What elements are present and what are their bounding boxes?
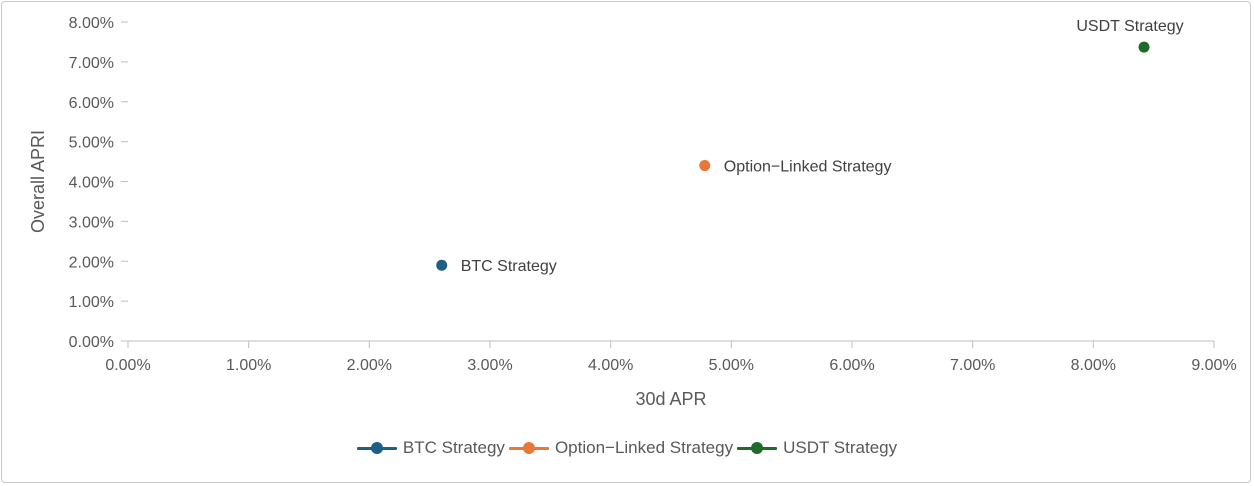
- y-tick-label: 3.00%: [69, 214, 114, 231]
- y-axis-title: Overall APRI: [28, 130, 48, 233]
- x-tick-label: 0.00%: [105, 357, 150, 374]
- legend-marker: [751, 442, 764, 454]
- legend-item[interactable]: BTC Strategy: [356, 438, 505, 458]
- y-tick-label: 2.00%: [69, 254, 114, 271]
- legend-item[interactable]: Option−Linked Strategy: [508, 438, 734, 458]
- legend-swatch: [737, 440, 778, 456]
- data-point: [1138, 41, 1150, 53]
- legend-swatch: [508, 440, 549, 456]
- x-tick-label: 6.00%: [829, 357, 874, 374]
- x-tick-label: 2.00%: [347, 357, 392, 374]
- x-tick-label: 7.00%: [950, 357, 995, 374]
- legend-swatch: [356, 440, 397, 456]
- y-tick-label: 6.00%: [69, 95, 114, 112]
- legend-label: USDT Strategy: [783, 438, 898, 457]
- y-tick-label: 5.00%: [69, 135, 114, 152]
- data-label: Option−Linked Strategy: [724, 159, 892, 176]
- x-tick-label: 5.00%: [709, 357, 754, 374]
- y-tick-label: 7.00%: [69, 55, 114, 72]
- data-points: BTC Strategy Option−Linked Strategy USDT S…: [436, 18, 1184, 275]
- legend-marker: [370, 442, 383, 454]
- x-tick-label: 9.00%: [1191, 357, 1236, 374]
- y-tick-label: 8.00%: [69, 15, 114, 32]
- data-point: [436, 259, 448, 271]
- y-tick-label: 0.00%: [69, 334, 114, 351]
- x-tick-label: 8.00%: [1071, 357, 1116, 374]
- data-label: BTC Strategy: [461, 258, 557, 275]
- y-tick-label: 1.00%: [69, 294, 114, 311]
- data-label: USDT Strategy: [1076, 18, 1183, 35]
- legend: BTC Strategy Option−Linked Strategy USDT S…: [0, 438, 1254, 458]
- legend-label: Option−Linked Strategy: [554, 438, 734, 457]
- x-axis: 0.00% 1.00% 2.00% 3.00% 4.00% 5.00% 6.00% 7.00%…: [105, 341, 1237, 374]
- x-tick-label: 4.00%: [588, 357, 633, 374]
- x-tick-label: 3.00%: [467, 357, 512, 374]
- x-tick-label: 1.00%: [226, 357, 271, 374]
- y-axis: 0.00% 1.00% 2.00% 3.00% 4.00% 5.00% 6.00% 7.00%…: [69, 15, 128, 351]
- legend-marker: [522, 442, 535, 454]
- y-tick-label: 4.00%: [69, 175, 114, 192]
- data-point: [699, 160, 711, 172]
- legend-label: BTC Strategy: [402, 438, 505, 457]
- x-axis-title: 30d APR: [635, 389, 706, 409]
- legend-item[interactable]: USDT Strategy: [737, 438, 897, 458]
